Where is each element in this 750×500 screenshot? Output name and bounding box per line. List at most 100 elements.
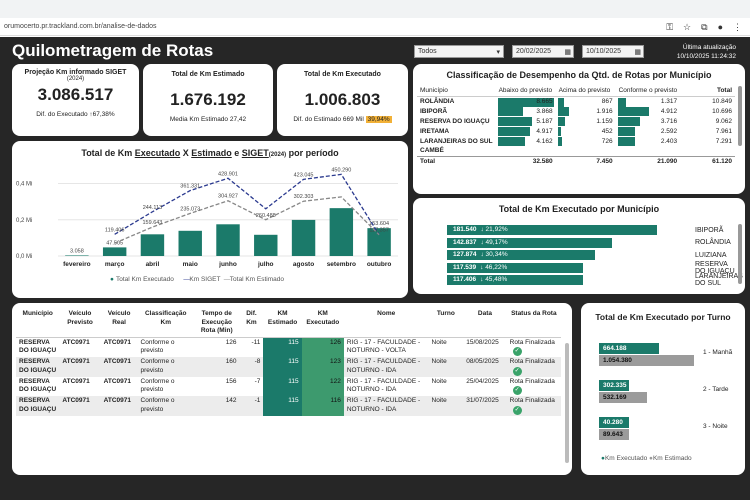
column-header[interactable]: Veículo Real bbox=[100, 309, 138, 338]
table-row[interactable]: CAMBÉ bbox=[417, 146, 735, 156]
address-bar[interactable]: orumocerto.pr.trackland.com.br/analise-d… bbox=[0, 18, 750, 36]
title-part: Estimado bbox=[191, 148, 232, 158]
column-header[interactable]: Nome bbox=[343, 309, 429, 338]
cell-text: Rota Finalizada bbox=[509, 358, 555, 365]
x-tick-label: agosto bbox=[293, 261, 314, 268]
municipio-cell: LARANJEIRAS DO SUL bbox=[420, 137, 493, 145]
column-header[interactable]: Município bbox=[417, 86, 496, 97]
profile-icon[interactable]: ● bbox=[717, 22, 723, 32]
table-cell: 25/04/2025 bbox=[463, 377, 506, 397]
line-data-label: 423.045 bbox=[294, 172, 314, 178]
cell-text: 115 bbox=[288, 358, 299, 365]
municipio-filter[interactable]: Todos ▾ bbox=[414, 45, 504, 58]
key-icon[interactable]: ⚿ bbox=[666, 21, 674, 32]
browser-tabstrip bbox=[0, 0, 750, 18]
turno-bar-group[interactable]: 302.335 532.169 2 - Tarde bbox=[599, 376, 745, 410]
municipio-cell: IBIPORÃ bbox=[420, 107, 448, 115]
municipio-cell: IRETAMA bbox=[420, 127, 450, 135]
value-cell: 5.187 bbox=[496, 116, 556, 126]
performance-title: Classificação de Desempenho da Qtd. de R… bbox=[446, 70, 712, 80]
cell-text: ATC0971 bbox=[103, 397, 131, 404]
legend-marker: ● bbox=[110, 276, 114, 283]
line-siget[interactable] bbox=[114, 173, 380, 236]
star-icon[interactable]: ☆ bbox=[683, 21, 692, 32]
total-cell: Total bbox=[420, 157, 436, 165]
table-cell: 08/05/2025 bbox=[463, 357, 507, 377]
column-header[interactable]: Data bbox=[463, 309, 507, 338]
table-row[interactable]: RESERVA DO IGUAÇU ATC0971 ATC0971 Conforme … bbox=[16, 376, 561, 397]
column-header[interactable]: Conforme o previsto bbox=[615, 86, 681, 97]
bar-executado[interactable] bbox=[102, 247, 127, 256]
value-cell: 9.062 bbox=[715, 117, 732, 125]
date-to-input[interactable]: 10/10/2025 ▦ bbox=[582, 45, 644, 58]
x-tick-label: maio bbox=[183, 261, 198, 268]
column-header[interactable]: KM Estimado bbox=[263, 309, 302, 338]
value-cell: 1.159 bbox=[556, 116, 616, 126]
bar-executado[interactable] bbox=[254, 234, 278, 256]
title-part: e bbox=[231, 148, 242, 158]
bar-executado[interactable] bbox=[291, 219, 316, 256]
table-row[interactable]: RESERVA DO IGUAÇU ATC0971 ATC0971 Conforme … bbox=[16, 357, 561, 377]
cell-text: 126 bbox=[225, 338, 237, 346]
table-row[interactable]: RESERVA DO IGUAÇU ATC0971 ATC0971 Conforme … bbox=[16, 396, 561, 416]
cell-text: ATC0971 bbox=[62, 397, 90, 404]
bar-executado[interactable] bbox=[140, 234, 165, 256]
kpi-footer: Dif. do Executado ↑67,38% bbox=[36, 111, 115, 118]
split-view-icon[interactable]: ⧉ bbox=[701, 21, 708, 32]
turno-label: 1 - Manhã bbox=[703, 349, 733, 356]
bar-value: 127.874 bbox=[453, 251, 477, 258]
municipio-bar-row[interactable]: 117.539 ↓ 46,22% RESERVA DO IGUAÇU bbox=[447, 261, 737, 275]
municipio-bar-row[interactable]: 117.406 ↓ 45,48% LARANJEIRAS DO SUL bbox=[447, 273, 743, 287]
legend-dot: ● bbox=[649, 455, 653, 462]
turno-bar-group[interactable]: 40.280 89.643 3 - Noite bbox=[599, 413, 745, 447]
table-cell: -7 bbox=[240, 377, 264, 397]
bar-executado[interactable] bbox=[329, 208, 354, 256]
legend-label: Km Estimado bbox=[652, 455, 692, 462]
line-estimado[interactable] bbox=[114, 196, 380, 244]
more-icon[interactable]: ⋮ bbox=[733, 21, 742, 32]
municipio-bar-row[interactable]: 142.837 ↓ 49,17% ROLÂNDIA bbox=[447, 237, 737, 249]
turno-bar-group[interactable]: 664.188 1.054.380 1 - Manhã bbox=[599, 339, 745, 373]
cell-text: -7 bbox=[254, 377, 261, 385]
table-row[interactable]: ROLÂNDIA 8.665 867 1.317 10.849 bbox=[417, 96, 735, 107]
column-header[interactable]: Município bbox=[16, 309, 60, 338]
column-header[interactable]: Abaixo do previsto bbox=[495, 86, 556, 97]
table-cell: Conforme o previsto bbox=[137, 357, 194, 377]
bar-executado[interactable] bbox=[178, 230, 202, 256]
table-row[interactable]: RESERVA DO IGUAÇU 5.187 1.159 3.716 9.062 bbox=[417, 116, 735, 126]
column-header[interactable]: Total bbox=[680, 86, 735, 97]
line-data-label: 244.113 bbox=[143, 205, 162, 211]
details-table: Município Veículo Previsto Veículo Real Cla… bbox=[16, 309, 561, 416]
table-row[interactable]: RESERVA DO IGUAÇU ATC0971 ATC0971 Conforme … bbox=[16, 337, 561, 357]
table-row[interactable]: LARANJEIRAS DO SUL 4.162 726 2.403 7.291 bbox=[417, 136, 735, 146]
scrollbar[interactable] bbox=[738, 224, 742, 284]
scrollbar[interactable] bbox=[738, 86, 742, 146]
bar-executado[interactable] bbox=[65, 255, 89, 256]
column-header[interactable]: Classificação Km bbox=[137, 309, 194, 338]
table-row[interactable]: IBIPORÃ 3.868 1.916 4.912 10.696 bbox=[417, 106, 735, 116]
chevron-down-icon: ▾ bbox=[496, 48, 500, 56]
municipio-cell: ROLÂNDIA bbox=[420, 97, 455, 105]
cell-text: -1 bbox=[254, 397, 261, 404]
column-header[interactable]: Veículo Previsto bbox=[59, 309, 101, 338]
table-cell: RIG - 17 - FACULDADE - NOTURNO - IDA bbox=[343, 396, 429, 416]
column-header[interactable]: Status da Rota bbox=[506, 309, 561, 338]
value-cell: 452 bbox=[556, 126, 616, 136]
period-chart-svg: 0,0 Mi 0,2 Mi 0,4 Mi fevereiro 3.058 março 47.… bbox=[16, 167, 398, 283]
kpi-title: Total de Km Executado bbox=[304, 71, 381, 78]
scrollbar[interactable] bbox=[565, 343, 569, 463]
value-cell: 2.592 bbox=[616, 126, 681, 136]
date-from-input[interactable]: 20/02/2025 ▦ bbox=[512, 45, 574, 58]
municipio-bar-row[interactable]: 127.874 ↓ 30,34% LUIZIANA bbox=[447, 249, 737, 261]
bar-executado[interactable] bbox=[367, 228, 391, 256]
bar-data-label: 3.058 bbox=[70, 248, 84, 254]
column-header[interactable]: Acima do previsto bbox=[555, 86, 616, 97]
bar-executado[interactable] bbox=[216, 224, 240, 256]
column-header[interactable]: Tempo de Execução Rota (Min) bbox=[193, 309, 240, 338]
table-row[interactable]: IRETAMA 4.917 452 2.592 7.961 bbox=[417, 126, 735, 136]
column-header[interactable]: Turno bbox=[428, 309, 464, 338]
municipio-bar-row[interactable]: 181.540 ↓ 21,92% IBIPORÃ bbox=[447, 224, 737, 236]
line-data-label: 159.643 bbox=[142, 220, 162, 226]
column-header[interactable]: KM Executado bbox=[301, 309, 344, 338]
column-header[interactable]: Dif. Km bbox=[239, 309, 264, 338]
